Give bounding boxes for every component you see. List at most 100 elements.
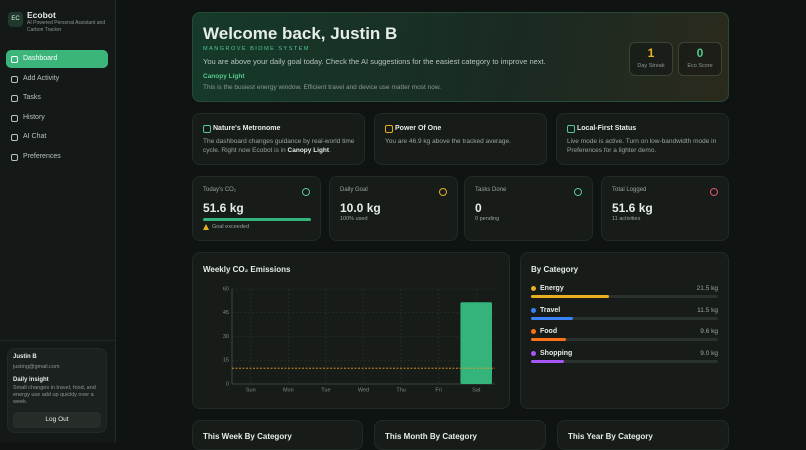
- y-tick-label: 45: [223, 310, 229, 316]
- badge-value: 1: [647, 46, 655, 60]
- nav-item[interactable]: Tasks: [6, 89, 108, 107]
- category-dot: [531, 350, 536, 356]
- welcome-title: Welcome back, Justin B: [203, 24, 398, 43]
- stat-label: Daily Goal: [340, 187, 368, 193]
- stat-card: Tasks Done 0 0 pending: [464, 176, 593, 241]
- bottom-card: This Month By Category: [374, 420, 546, 450]
- bottom-card-title: This Week By Category: [203, 432, 292, 441]
- stat-note: 11 activities: [612, 216, 641, 222]
- info-icon: [385, 125, 393, 133]
- category-track: [531, 338, 718, 341]
- category-name: Travel: [540, 306, 561, 314]
- nav-item[interactable]: Preferences: [6, 148, 108, 166]
- info-end: .: [329, 147, 331, 154]
- info-text-part: The dashboard changes guidance by real-w…: [203, 138, 355, 154]
- x-tick-label: Mon: [283, 387, 294, 393]
- warn-icon: [203, 224, 209, 230]
- badge: 0 Eco Score: [678, 42, 722, 76]
- stat-value: 10.0 kg: [340, 201, 381, 215]
- x-tick-label: Sat: [472, 387, 481, 393]
- sidebar: EC Ecobot AI Powered Personal Assistant …: [0, 0, 116, 443]
- x-tick-label: Tue: [321, 387, 330, 393]
- bar: [460, 302, 492, 384]
- category-value: 9.0 kg: [700, 349, 718, 357]
- chart-title: Weekly CO₂ Emissions: [203, 265, 291, 274]
- info-card: Local-First Status Live mode is active. T…: [556, 113, 729, 165]
- info-icon: [203, 125, 211, 133]
- stat-label: Total Logged: [612, 187, 647, 193]
- stat-card: Total Logged 51.6 kg 11 activities: [601, 176, 729, 241]
- category-value: 11.5 kg: [697, 306, 718, 314]
- x-tick-label: Fri: [435, 387, 441, 393]
- category-title: By Category: [531, 265, 579, 274]
- stat-label: Tasks Done: [475, 187, 507, 193]
- phase-text: This is the busiest energy window. Effic…: [203, 84, 441, 91]
- info-text: Live mode is active. Turn on low-bandwid…: [567, 137, 722, 155]
- category-name: Energy: [540, 285, 564, 292]
- badge-label: Eco Score: [687, 63, 713, 69]
- insight-text: Small changes in travel, food, and energ…: [13, 385, 96, 405]
- stat-note: 0 pending: [475, 216, 500, 222]
- info-title: Nature's Metronome: [213, 125, 281, 132]
- y-tick-label: 15: [223, 358, 229, 364]
- tagline: AI Powered Personal Assistant and Carbon…: [27, 20, 106, 33]
- chart-card: Weekly CO₂ Emissions 0 15 30 45 60 Sun Mon Tue W…: [192, 252, 510, 409]
- info-text: The dashboard changes guidance by real-w…: [203, 137, 358, 155]
- category-name: Food: [540, 328, 558, 335]
- category-track: [531, 316, 718, 320]
- nav-item[interactable]: Dashboard: [6, 50, 108, 68]
- stat-value: 0: [475, 201, 482, 215]
- stat-card: Today's CO₂ 51.6 kg Goal exceeded: [192, 176, 321, 241]
- stat-icon: [574, 188, 582, 196]
- logo: EC: [8, 12, 23, 27]
- stat-icon: [302, 188, 310, 196]
- logout-button[interactable]: Log Out: [13, 412, 101, 428]
- bottom-card: This Year By Category: [557, 420, 729, 450]
- progress-bar: [203, 218, 311, 221]
- x-tick-label: Wed: [358, 387, 369, 393]
- category-card: By Category Energy 21.5 kg Travel 11.5 kg Fo…: [520, 252, 729, 409]
- stat-note: 100% used: [340, 216, 368, 222]
- category-bar: [531, 316, 573, 320]
- biome: MANGROVE BIOME SYSTEM: [203, 46, 310, 52]
- info-icon: [567, 125, 575, 133]
- stat-note: Goal exceeded: [212, 224, 249, 230]
- y-tick-label: 60: [223, 286, 229, 292]
- category-track: [531, 359, 718, 363]
- insight-title: Daily insight: [13, 377, 49, 383]
- category-value: 9.6 kg: [700, 328, 718, 335]
- nav-item[interactable]: Add Activity: [6, 70, 108, 88]
- info-text-part: You are 46.9 kg above the tracked averag…: [385, 138, 511, 145]
- stat-icon: [710, 188, 718, 196]
- stat-card: Daily Goal 10.0 kg 100% used: [329, 176, 458, 241]
- x-tick-label: Thu: [396, 387, 405, 393]
- info-text: You are 46.9 kg above the tracked averag…: [385, 137, 540, 146]
- y-tick-label: 30: [223, 334, 229, 340]
- info-card: Nature's Metronome The dashboard changes …: [192, 113, 365, 165]
- stat-value: 51.6 kg: [203, 201, 244, 215]
- badge-value: 0: [696, 46, 704, 60]
- stat-value: 51.6 kg: [612, 201, 653, 215]
- nav-item[interactable]: AI Chat: [6, 128, 108, 146]
- app-name: Ecobot: [27, 10, 56, 20]
- chart: Weekly CO₂ Emissions 0 15 30 45 60 Sun Mon Tue W…: [203, 265, 495, 393]
- category-bar: [531, 359, 564, 363]
- info-title: Local-First Status: [577, 125, 637, 132]
- user-email: justing@gmail.com: [13, 364, 60, 370]
- user-name: Justin B: [13, 354, 37, 360]
- info-bold: Canopy Light: [287, 147, 330, 154]
- header-card: Welcome back, Justin B MANGROVE BIOME SY…: [192, 12, 729, 102]
- info-text-part: Live mode is active. Turn on low-bandwid…: [567, 138, 717, 154]
- phase: Canopy Light: [203, 73, 245, 80]
- nav-item[interactable]: History: [6, 109, 108, 127]
- x-tick-label: Sun: [246, 387, 256, 393]
- category-name: Shopping: [540, 349, 573, 357]
- category-dot: [531, 286, 536, 291]
- category-dot: [531, 307, 536, 313]
- summary: You are above your daily goal today. Che…: [203, 57, 546, 66]
- category-dot: [531, 329, 536, 334]
- bottom-card-title: This Month By Category: [385, 432, 478, 441]
- category-bar: [531, 295, 609, 298]
- badge-label: Day Streak: [637, 63, 665, 69]
